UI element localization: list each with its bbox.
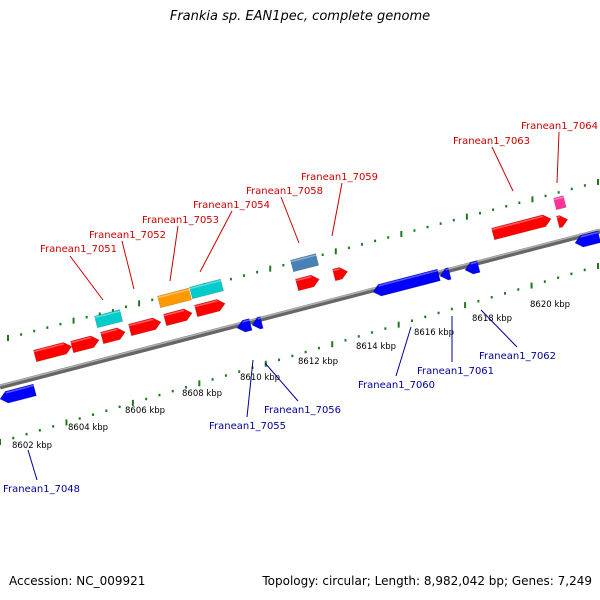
gene-label[interactable]: Franean1_7054 xyxy=(193,200,270,211)
gene-label-leader xyxy=(491,146,514,192)
scale-label: 8614 kbp xyxy=(356,342,396,352)
gene-label-leader xyxy=(69,255,104,301)
gene-label-leader xyxy=(480,309,518,348)
gene-feature-magenta xyxy=(553,195,567,211)
gene-feature-steelblue xyxy=(290,253,320,273)
gene-feature-cyan xyxy=(94,309,124,329)
scale-labels: 8602 kbp 8604 kbp 8606 kbp 8608 kbp 8610 kbp… xyxy=(12,300,570,451)
scale-label: 8606 kbp xyxy=(125,406,165,416)
gene-feature-red xyxy=(556,215,569,229)
gene-feature-blue xyxy=(464,260,481,275)
gene-label-leader xyxy=(199,210,233,273)
gene-feature-red xyxy=(33,342,73,363)
gene-feature-blue xyxy=(439,267,452,281)
gene-label-leader xyxy=(27,449,38,481)
gene-label[interactable]: Franean1_7062 xyxy=(479,351,556,362)
gene-label[interactable]: Franean1_7061 xyxy=(417,366,494,377)
gene-feature-red xyxy=(128,317,162,337)
gene-label[interactable]: Franean1_7060 xyxy=(358,380,435,391)
gene-feature-orange xyxy=(157,287,192,309)
scale-label: 8604 kbp xyxy=(68,423,108,433)
gene-feature-red xyxy=(332,267,348,282)
gene-label[interactable]: Franean1_7064 xyxy=(521,121,598,132)
scale-label: 8620 kbp xyxy=(530,300,570,310)
gene-features xyxy=(0,195,600,404)
gene-feature-blue xyxy=(236,318,253,333)
gene-feature-blue xyxy=(251,316,264,330)
gene-label[interactable]: Franean1_7056 xyxy=(264,405,341,416)
scale-label: 8618 kbp xyxy=(472,314,512,324)
gene-label[interactable]: Franean1_7051 xyxy=(40,244,117,255)
gene-feature-blue xyxy=(574,230,600,248)
topology-text: Topology: circular; Length: 8,982,042 bp… xyxy=(262,574,592,588)
gene-feature-red xyxy=(100,327,126,345)
upper-tick-track xyxy=(7,179,599,341)
accession-text: Accession: NC_009921 xyxy=(9,574,146,588)
scale-label: 8608 kbp xyxy=(182,389,222,399)
gene-label-leader xyxy=(121,240,135,290)
gene-label-leader xyxy=(169,225,179,282)
gene-label[interactable]: Franean1_7055 xyxy=(209,421,286,432)
gene-label-leader xyxy=(331,182,343,237)
gene-label[interactable]: Franean1_7048 xyxy=(3,484,80,495)
gene-label[interactable]: Franean1_7053 xyxy=(142,215,219,226)
gene-label[interactable]: Franean1_7063 xyxy=(453,136,530,147)
lower-tick-track xyxy=(0,263,599,445)
gene-label-leader xyxy=(556,131,560,184)
genome-backbone xyxy=(0,228,600,390)
gene-label[interactable]: Franean1_7058 xyxy=(246,186,323,197)
gene-feature-blue xyxy=(0,383,37,404)
gene-label-leader xyxy=(264,362,299,402)
gene-feature-red xyxy=(194,299,226,318)
gene-feature-cyan xyxy=(189,278,224,300)
gene-labels: Franean1_7051 Franean1_7052 Franean1_7053 F… xyxy=(3,121,598,495)
diagram-title: Frankia sp. EAN1pec, complete genome xyxy=(169,9,431,24)
gene-feature-blue xyxy=(372,268,441,297)
gene-label-leader xyxy=(395,326,412,377)
gene-feature-red xyxy=(491,214,552,241)
gene-feature-red xyxy=(295,274,320,292)
gene-label[interactable]: Franean1_7059 xyxy=(301,172,378,183)
gene-feature-red xyxy=(163,308,193,327)
gene-label-leader xyxy=(280,196,300,244)
scale-label: 8610 kbp xyxy=(240,373,280,383)
gene-label[interactable]: Franean1_7052 xyxy=(89,230,166,241)
scale-label: 8616 kbp xyxy=(414,328,454,338)
gene-feature-red xyxy=(70,335,100,354)
gene-label-leader xyxy=(246,359,254,418)
scale-label: 8602 kbp xyxy=(12,441,52,451)
scale-label: 8612 kbp xyxy=(298,357,338,367)
